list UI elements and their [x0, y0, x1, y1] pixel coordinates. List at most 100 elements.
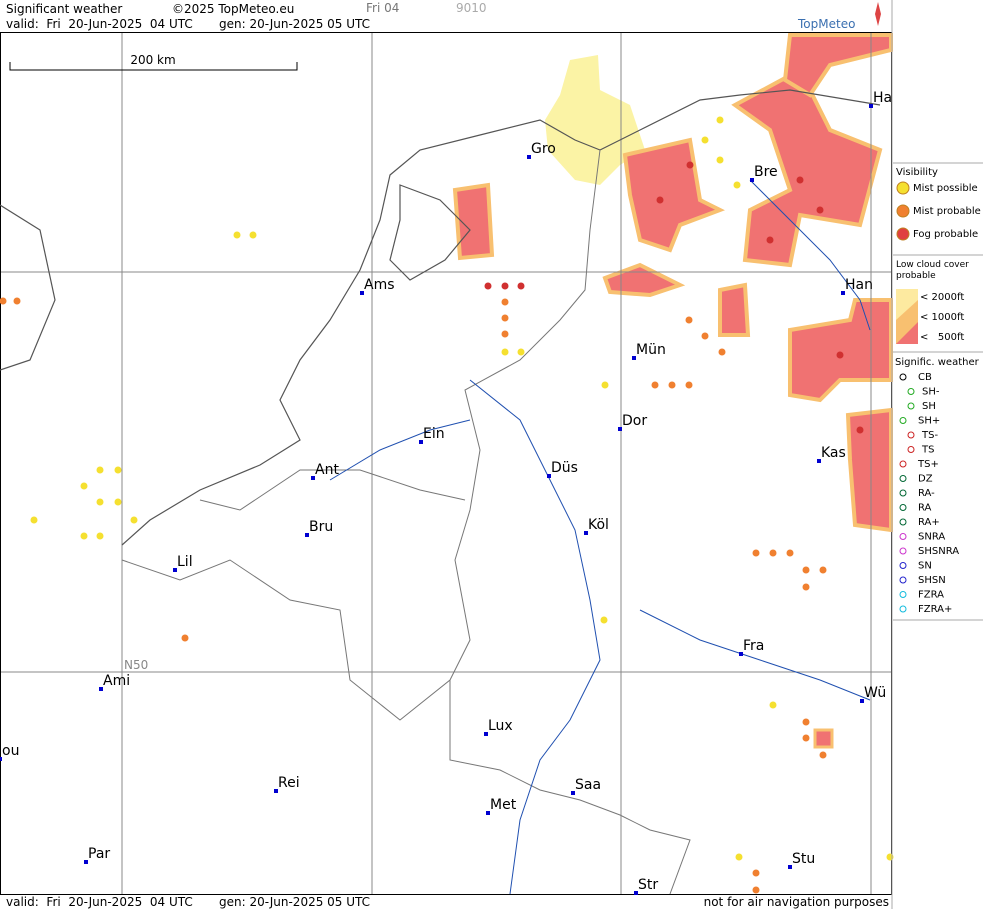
legend-label: FZRA: [918, 590, 944, 601]
city-label: Bre: [754, 164, 778, 180]
city-label: Fra: [743, 638, 764, 654]
weather-dot: [685, 381, 693, 389]
city-marker: [486, 811, 490, 815]
legend-label: CB: [918, 372, 932, 383]
weather-dot: [501, 348, 509, 356]
logo: [875, 2, 881, 26]
copyright: ©2025 TopMeteo.eu: [172, 2, 294, 16]
fog-area: [622, 137, 725, 253]
header-title: Significant weather: [6, 2, 122, 16]
city-label: Stu: [792, 851, 815, 867]
city-label: Han: [845, 277, 873, 293]
city-label: Ant: [315, 462, 339, 478]
legend-symbol: [907, 431, 915, 439]
cloud-swatch: [896, 322, 918, 344]
city-marker: [527, 155, 531, 159]
weather-dot: [651, 381, 659, 389]
legend-label: < 1000ft: [920, 312, 964, 323]
fog-area: [731, 67, 883, 268]
weather-dot: [114, 466, 122, 474]
weather-dot: [249, 231, 257, 239]
coast: [599, 89, 881, 151]
legend-symbol: [907, 402, 915, 410]
legend-label: Mist possible: [913, 183, 978, 194]
weather-dot: [80, 482, 88, 490]
city-label: Dor: [622, 413, 647, 429]
legend-symbol: [899, 605, 907, 613]
weather-dot: [796, 176, 804, 184]
weather-dot: [30, 516, 38, 524]
border: [199, 469, 466, 511]
weather-areas: [452, 33, 893, 749]
city-marker: [547, 474, 551, 478]
weather-dot: [716, 156, 724, 164]
city-label: Mün: [636, 342, 666, 358]
city-marker: [632, 356, 636, 360]
legend-symbol: [899, 460, 907, 468]
weather-dot: [501, 298, 509, 306]
border: [121, 149, 601, 721]
legend-weather: CB SH- SH SH+ TS- TS TS+ DZ RA- RA RA+ SNRA SHSNRA SN…: [899, 372, 959, 615]
weather-dot: [802, 718, 810, 726]
legend-symbol: [899, 591, 907, 598]
city-label: Ha: [873, 90, 892, 106]
legend-label: SNRA: [918, 532, 945, 543]
footer-valid: valid: Fri 20-Jun-2025 04 UTC: [6, 895, 193, 909]
fog-area: [718, 282, 751, 337]
city-label: Rei: [278, 775, 300, 791]
weather-dot: [819, 751, 827, 759]
city-marker: [419, 440, 423, 444]
weather-dots: [0, 116, 894, 894]
city-marker: [84, 860, 88, 864]
legend-label: SH: [922, 401, 936, 412]
legend-label: SHSN: [918, 575, 946, 586]
legend-label: Fog probable: [913, 229, 978, 240]
fog-area: [813, 728, 834, 749]
weather-dot: [701, 332, 709, 340]
fog-area: [788, 298, 893, 403]
city-label: Köl: [588, 517, 609, 533]
city-label: Bru: [309, 519, 333, 535]
city-label: Düs: [551, 460, 578, 476]
scale-label: 200 km: [130, 53, 175, 67]
weather-dot: [752, 549, 760, 557]
city-label: ou: [2, 743, 19, 759]
city-label: Kas: [821, 445, 846, 461]
city-marker: [360, 291, 364, 295]
disclaimer: not for air navigation purposes: [704, 895, 889, 909]
city-label: Gro: [531, 141, 556, 157]
legend-label: SH+: [918, 416, 940, 427]
city-marker: [305, 533, 309, 537]
legend-symbol: [907, 446, 915, 453]
city-label: Wü: [864, 685, 886, 701]
header-bg: [0, 0, 891, 32]
footer-gen: gen: 20-Jun-2025 05 UTC: [219, 895, 370, 909]
weather-dot: [501, 314, 509, 322]
weather-dot: [484, 282, 492, 290]
legend-title: Visibility: [896, 167, 938, 178]
city-marker: [0, 757, 2, 761]
legend-symbol: [899, 547, 907, 555]
city-marker: [584, 531, 588, 535]
weather-dot: [716, 116, 724, 124]
latitude-label: N50: [124, 658, 148, 672]
mist-area: [545, 55, 645, 185]
weather-dot: [685, 316, 693, 324]
valid-time: valid: Fri 20-Jun-2025 04 UTC: [6, 17, 193, 31]
city-marker: [484, 732, 488, 736]
weather-dot: [816, 206, 824, 214]
weather-dot: [13, 297, 21, 305]
city-label: Str: [638, 877, 658, 893]
weather-dot: [733, 181, 741, 189]
legend-label: SH-: [922, 387, 940, 398]
coast: [121, 119, 601, 546]
rivers: [329, 179, 871, 895]
legend-symbol: [899, 489, 907, 497]
weather-dot: [802, 734, 810, 742]
cities: Gro Bre Ha Ams Han Mün Dor Ein Ant Düs Köl Bru Lil Ka…: [0, 90, 892, 895]
fog-area: [782, 33, 893, 98]
brand: TopMeteo: [797, 17, 855, 31]
legend-symbol: [907, 388, 915, 395]
weather-dot: [656, 196, 664, 204]
